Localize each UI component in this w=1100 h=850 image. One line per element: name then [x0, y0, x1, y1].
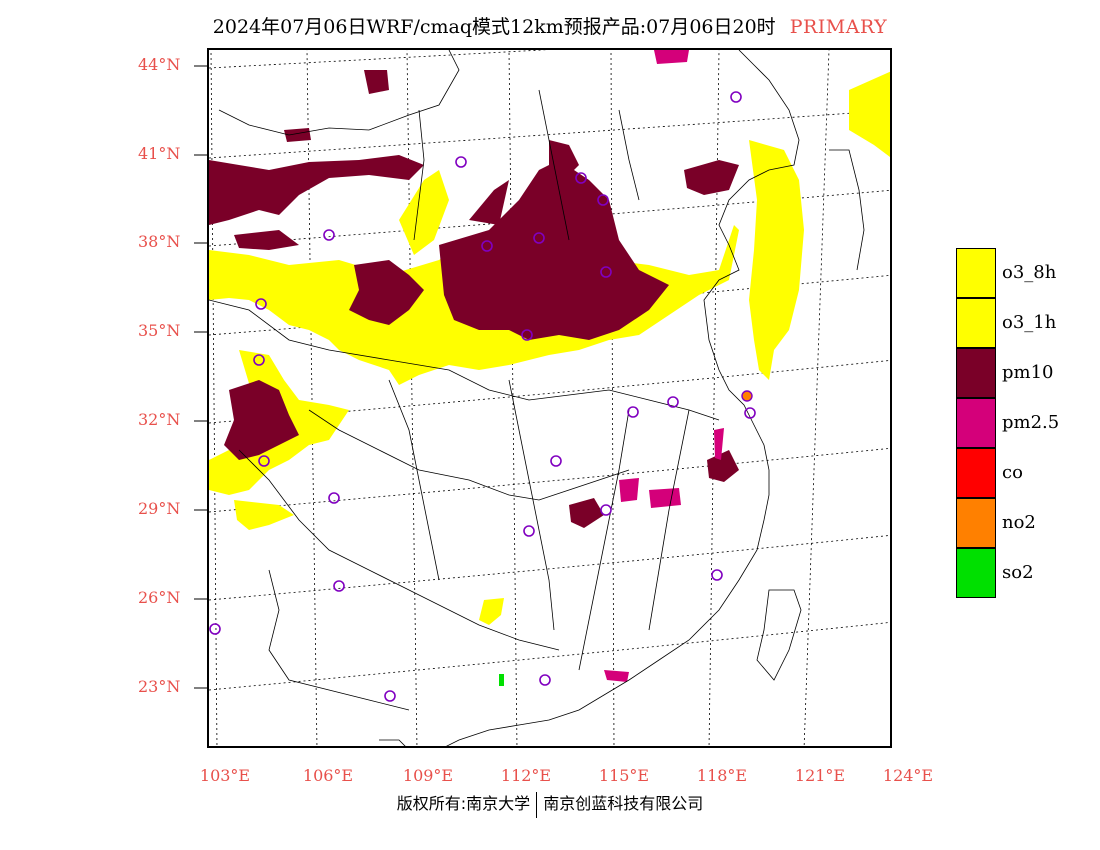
station-markers — [209, 91, 756, 702]
lat-label-29: 29°N — [138, 499, 181, 518]
primary-tag: PRIMARY — [789, 16, 888, 38]
chart-title: 2024年07月06日WRF/cmaq模式12km预报产品:07月06日20时 P… — [0, 12, 1100, 39]
lat-label-44: 44°N — [138, 55, 181, 74]
map-panel — [207, 48, 892, 748]
title-text: 2024年07月06日WRF/cmaq模式12km预报产品:07月06日20时 — [212, 16, 776, 38]
map-canvas — [209, 50, 890, 746]
footer-left: 版权所有:南京大学 — [396, 794, 531, 813]
lat-label-26: 26°N — [138, 588, 181, 607]
legend-swatch — [956, 498, 996, 548]
legend-label: o3_1h — [1002, 312, 1057, 333]
legend-label: pm10 — [1002, 362, 1054, 383]
legend-swatch — [956, 548, 996, 598]
legend: o3_8h o3_1h pm10 pm2.5 co no2 so2 — [956, 248, 1096, 598]
footer-right: 南京创蓝科技有限公司 — [543, 794, 704, 813]
lon-label-112: 112°E — [500, 766, 552, 785]
lon-label-121: 121°E — [794, 766, 846, 785]
pm25-field — [604, 50, 724, 682]
lat-tick-marks — [194, 65, 207, 689]
legend-swatch — [956, 298, 996, 348]
lon-label-115: 115°E — [598, 766, 650, 785]
copyright-footer: 版权所有:南京大学 南京创蓝科技有限公司 — [0, 790, 1100, 818]
legend-label: co — [1002, 462, 1023, 483]
legend-item-co: co — [956, 448, 1096, 498]
pm10-field — [209, 70, 739, 528]
legend-label: pm2.5 — [1002, 412, 1060, 433]
lon-label-106: 106°E — [302, 766, 354, 785]
legend-swatch — [956, 448, 996, 498]
lon-label-109: 109°E — [402, 766, 454, 785]
lon-label-118: 118°E — [696, 766, 748, 785]
lat-label-41: 41°N — [138, 144, 181, 163]
footer-divider — [536, 791, 538, 818]
legend-item-o3-1h: o3_1h — [956, 298, 1096, 348]
no2-station-marker — [741, 390, 753, 402]
lon-label-124: 124°E — [882, 766, 934, 785]
legend-swatch — [956, 348, 996, 398]
lat-label-23: 23°N — [138, 677, 181, 696]
lat-label-38: 38°N — [138, 232, 181, 251]
legend-item-so2: so2 — [956, 548, 1096, 598]
legend-item-pm25: pm2.5 — [956, 398, 1096, 448]
lat-label-35: 35°N — [138, 321, 181, 340]
legend-item-pm10: pm10 — [956, 348, 1096, 398]
legend-swatch — [956, 398, 996, 448]
legend-label: no2 — [1002, 512, 1036, 533]
legend-item-o3-8h: o3_8h — [956, 248, 1096, 298]
lat-label-32: 32°N — [138, 410, 181, 429]
lon-label-103: 103°E — [199, 766, 251, 785]
legend-label: o3_8h — [1002, 262, 1057, 283]
legend-item-no2: no2 — [956, 498, 1096, 548]
boundaries — [209, 50, 865, 746]
so2-spot — [499, 674, 504, 686]
legend-swatch — [956, 248, 996, 298]
legend-label: so2 — [1002, 562, 1034, 583]
